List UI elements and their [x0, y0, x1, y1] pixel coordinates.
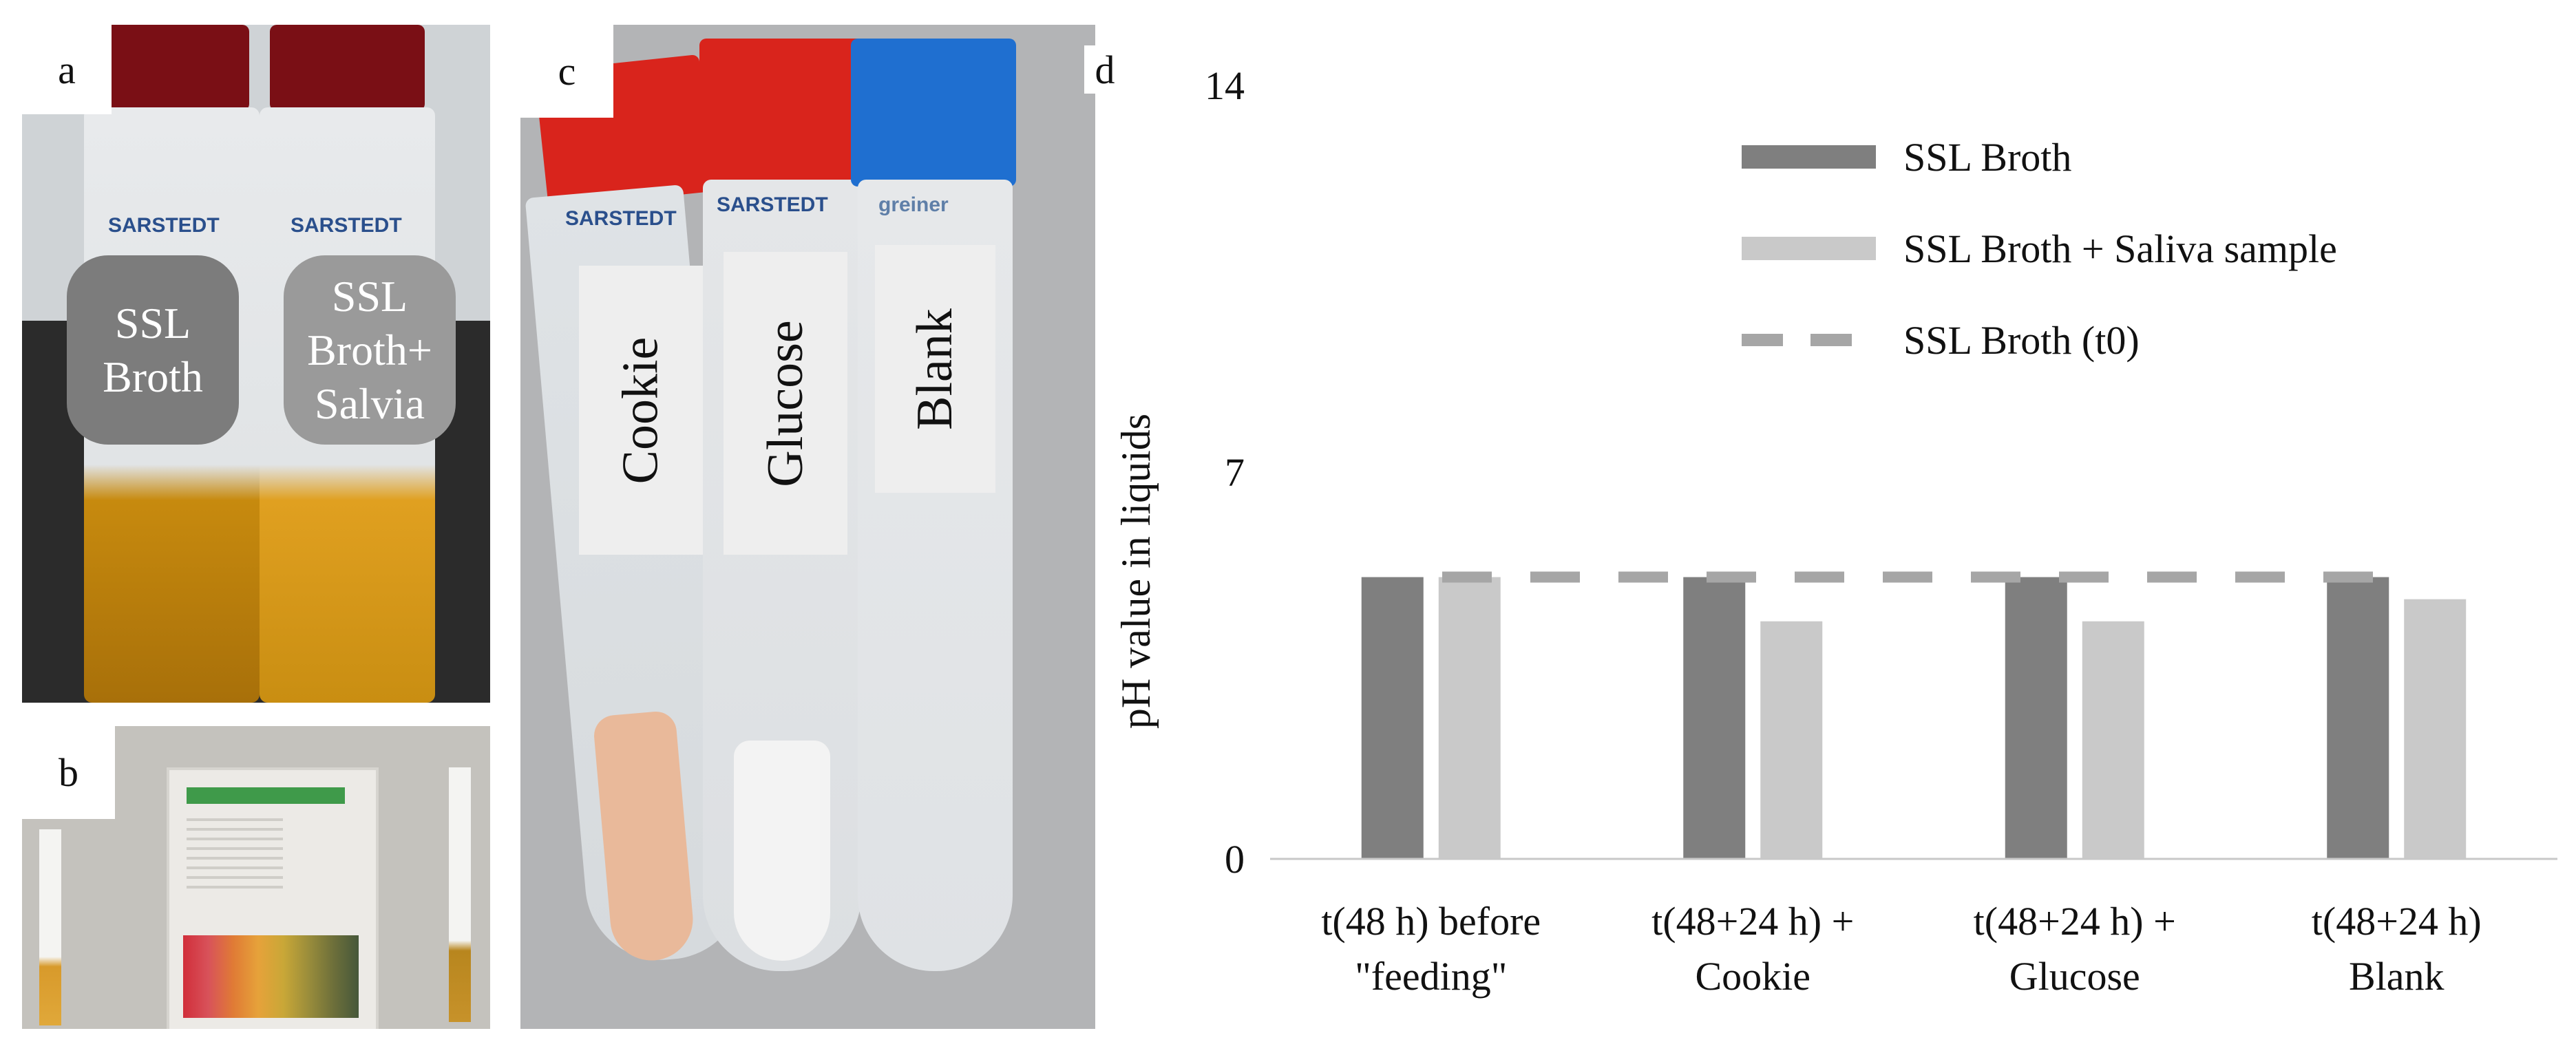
ph-strip-left	[39, 829, 61, 1025]
legend-swatch	[1742, 237, 1876, 260]
bar-ssl-broth-2	[2005, 577, 2067, 859]
panel-letter-a: a	[22, 25, 112, 114]
panel-c-photo: SARSTEDT Cookie SARSTEDT Glucose greiner…	[520, 25, 1095, 1029]
bar-ssl-broth-saliva-2	[2082, 621, 2144, 859]
tube-cap-right	[270, 25, 425, 111]
tube-label-cookie-text: Cookie	[612, 337, 669, 484]
brand-label-blank: greiner	[878, 193, 949, 216]
bar-ssl-broth-saliva-0	[1438, 577, 1501, 859]
x-category-label: Cookie	[1695, 954, 1810, 999]
tube-label-ssl-broth-salvia: SSL Broth+ Salvia	[284, 255, 456, 445]
tube-label-blank: Blank	[875, 245, 995, 493]
legend-item-ssl-broth-t0: SSL Broth (t0)	[1903, 318, 2140, 363]
color-chart	[183, 935, 359, 1018]
tube-cap-blank	[851, 39, 1016, 187]
brand-label-glucose: SARSTEDT	[717, 193, 828, 216]
panel-letter-b: b	[22, 726, 115, 819]
glucose-powder	[734, 741, 830, 961]
ph-indicator-box	[167, 767, 379, 1029]
bar-ssl-broth-saliva-1	[1760, 621, 1823, 859]
panel-a-photo: SARSTEDT SARSTEDT SSL Broth SSL Broth+ S…	[22, 25, 490, 703]
tube-label-glucose: Glucose	[724, 252, 847, 555]
ph-strip-right	[449, 767, 471, 1022]
brand-label-right: SARSTEDT	[291, 214, 402, 237]
x-category-label: Blank	[2349, 954, 2445, 999]
panel-letter-d: d	[1084, 45, 1126, 94]
tube-label-ssl-broth: SSL Broth	[67, 255, 239, 445]
x-category-label: t(48+24 h) +	[1974, 899, 2176, 944]
bar-ssl-broth-3	[2327, 577, 2389, 859]
tube-label-glucose-text: Glucose	[757, 319, 814, 487]
y-tick-label: 14	[1205, 63, 1245, 108]
x-category-label: Glucose	[2009, 954, 2140, 999]
panel-letter-c: c	[520, 25, 613, 118]
brand-label-left: SARSTEDT	[108, 214, 220, 237]
tube-cap-left	[94, 25, 249, 111]
bar-ssl-broth-saliva-3	[2404, 599, 2467, 859]
x-category-label: "feeding"	[1355, 954, 1507, 999]
tube-label-blank-text: Blank	[907, 308, 964, 430]
bar-ssl-broth-0	[1361, 577, 1424, 859]
x-category-label: t(48+24 h)	[2312, 899, 2482, 944]
bar-ssl-broth-1	[1683, 577, 1746, 859]
y-tick-label: 7	[1225, 450, 1245, 495]
x-category-label: t(48+24 h) +	[1651, 899, 1854, 944]
panel-b-photo	[22, 726, 490, 1029]
brand-label-cookie: SARSTEDT	[565, 207, 677, 230]
legend-item-ssl-broth: SSL Broth	[1903, 135, 2071, 180]
x-category-label: t(48 h) before	[1321, 899, 1541, 944]
tube-label-cookie: Cookie	[579, 266, 703, 555]
legend-swatch	[1742, 145, 1876, 169]
y-tick-label: 0	[1225, 837, 1245, 882]
tube-cap-glucose	[699, 39, 865, 187]
legend-item-ssl-broth-saliva: SSL Broth + Saliva sample	[1903, 226, 2337, 271]
y-axis-title: pH value in liquids	[1113, 414, 1159, 729]
